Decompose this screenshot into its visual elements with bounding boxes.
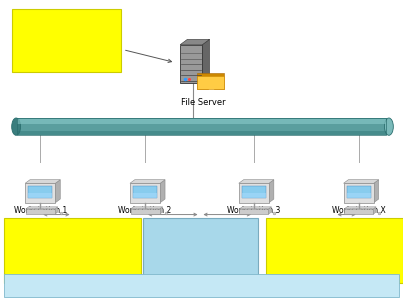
- Polygon shape: [131, 207, 162, 209]
- FancyBboxPatch shape: [28, 193, 52, 198]
- Polygon shape: [26, 207, 58, 209]
- Polygon shape: [343, 180, 379, 183]
- FancyBboxPatch shape: [4, 218, 141, 283]
- FancyBboxPatch shape: [347, 193, 371, 198]
- FancyBboxPatch shape: [180, 45, 202, 83]
- FancyBboxPatch shape: [131, 209, 160, 214]
- FancyBboxPatch shape: [239, 183, 269, 203]
- Polygon shape: [239, 207, 271, 209]
- Text: Check drives which are
mapped to network
folders on the "Options"
page: Check drives which are mapped to network…: [293, 236, 376, 265]
- Text: When network users delete files from shared folders "\\File Server\folder1", "\\: When network users delete files from sha…: [6, 277, 384, 294]
- FancyBboxPatch shape: [347, 186, 371, 198]
- Polygon shape: [374, 180, 379, 203]
- Text: Add to the application
network folders list on the
"Options" page:
\\File Server: Add to the application network folders l…: [27, 229, 118, 272]
- Polygon shape: [269, 180, 274, 203]
- Ellipse shape: [12, 118, 21, 135]
- Polygon shape: [239, 180, 274, 183]
- Polygon shape: [197, 73, 224, 89]
- FancyBboxPatch shape: [17, 119, 386, 124]
- FancyBboxPatch shape: [242, 186, 266, 198]
- FancyBboxPatch shape: [17, 131, 386, 135]
- FancyBboxPatch shape: [4, 274, 399, 297]
- FancyBboxPatch shape: [197, 76, 224, 89]
- FancyBboxPatch shape: [130, 183, 160, 203]
- Polygon shape: [373, 207, 376, 214]
- FancyBboxPatch shape: [16, 118, 387, 135]
- FancyBboxPatch shape: [344, 209, 373, 214]
- FancyBboxPatch shape: [242, 193, 266, 198]
- FancyBboxPatch shape: [143, 218, 258, 283]
- Text: File Server: File Server: [181, 98, 226, 107]
- FancyBboxPatch shape: [26, 209, 55, 214]
- Text: Workstation 1: Workstation 1: [14, 206, 67, 215]
- Polygon shape: [344, 207, 376, 209]
- Polygon shape: [130, 180, 165, 183]
- Polygon shape: [160, 180, 165, 203]
- FancyBboxPatch shape: [266, 218, 403, 283]
- Text: Workstation X: Workstation X: [332, 206, 386, 215]
- Text: Installed Software
Network Recycle Bin
Client Edition: Installed Software Network Recycle Bin C…: [154, 235, 247, 266]
- FancyBboxPatch shape: [28, 186, 52, 198]
- Text: Shared Folders
For example:
c:/folder1
c:/folder2
d$: Shared Folders For example: c:/folder1 c…: [36, 13, 97, 67]
- Polygon shape: [180, 39, 210, 45]
- FancyBboxPatch shape: [239, 209, 268, 214]
- FancyBboxPatch shape: [12, 9, 121, 72]
- Text: Workstation 3: Workstation 3: [227, 206, 280, 215]
- FancyBboxPatch shape: [25, 183, 56, 203]
- Polygon shape: [202, 39, 210, 83]
- Polygon shape: [160, 207, 162, 214]
- Ellipse shape: [384, 118, 393, 135]
- FancyBboxPatch shape: [133, 193, 157, 198]
- Polygon shape: [25, 180, 60, 183]
- Polygon shape: [268, 207, 271, 214]
- Polygon shape: [56, 180, 60, 203]
- Text: Workstation 2: Workstation 2: [118, 206, 172, 215]
- FancyBboxPatch shape: [343, 183, 374, 203]
- FancyBboxPatch shape: [133, 186, 157, 198]
- Polygon shape: [55, 207, 58, 214]
